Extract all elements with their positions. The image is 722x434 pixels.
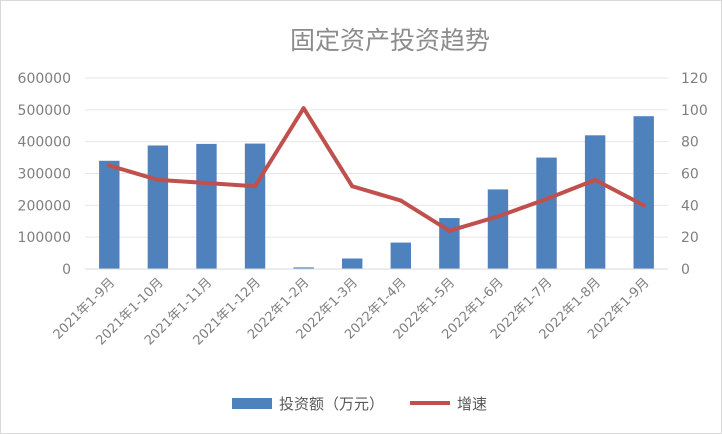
legend-label-bar: 投资额（万元） bbox=[279, 395, 384, 413]
line-point bbox=[593, 177, 598, 182]
y-right-tick-label: 100 bbox=[681, 103, 708, 119]
legend-swatch-bar bbox=[232, 398, 272, 409]
bar bbox=[147, 145, 169, 269]
line-point bbox=[253, 184, 258, 189]
bar bbox=[293, 267, 314, 269]
line-point bbox=[350, 184, 355, 189]
bar bbox=[633, 116, 654, 269]
line-point bbox=[641, 203, 646, 208]
bar bbox=[390, 242, 411, 269]
y-left-tick-label: 500000 bbox=[18, 103, 71, 119]
bar bbox=[244, 143, 266, 269]
bar bbox=[99, 160, 120, 269]
line-point bbox=[107, 163, 112, 168]
line-series-growth bbox=[107, 106, 646, 233]
y-right-tick-label: 80 bbox=[681, 135, 699, 151]
y-right-tick-label: 120 bbox=[681, 71, 708, 87]
y-left-tick-label: 600000 bbox=[18, 71, 71, 87]
bar bbox=[487, 189, 509, 269]
y-left-tick-label: 0 bbox=[62, 262, 71, 278]
y-right-tick-label: 20 bbox=[681, 230, 699, 246]
chart-title: 固定资产投资趋势 bbox=[290, 26, 490, 55]
y-left-tick-label: 300000 bbox=[18, 167, 71, 183]
bar bbox=[536, 157, 557, 269]
bar bbox=[342, 258, 363, 269]
line-point bbox=[495, 214, 500, 219]
y-left-tick-label: 100000 bbox=[18, 230, 71, 246]
line-point bbox=[155, 177, 160, 182]
line-point bbox=[204, 181, 209, 186]
line-point bbox=[447, 228, 452, 233]
legend: 投资额（万元） 增速 bbox=[232, 395, 487, 413]
y-left-tick-label: 200000 bbox=[18, 198, 71, 214]
line-point bbox=[398, 198, 403, 203]
y-right-tick-label: 60 bbox=[681, 167, 699, 183]
line-point bbox=[301, 106, 306, 111]
bar bbox=[196, 143, 217, 269]
line-layer bbox=[107, 106, 646, 233]
y-right-tick-label: 0 bbox=[681, 262, 690, 278]
bar bbox=[584, 135, 606, 269]
y-right-tick-label: 40 bbox=[681, 198, 699, 214]
y-left-tick-label: 400000 bbox=[18, 135, 71, 151]
legend-label-line: 增速 bbox=[457, 395, 487, 413]
grid-layer bbox=[85, 77, 668, 270]
line-point bbox=[544, 196, 549, 201]
